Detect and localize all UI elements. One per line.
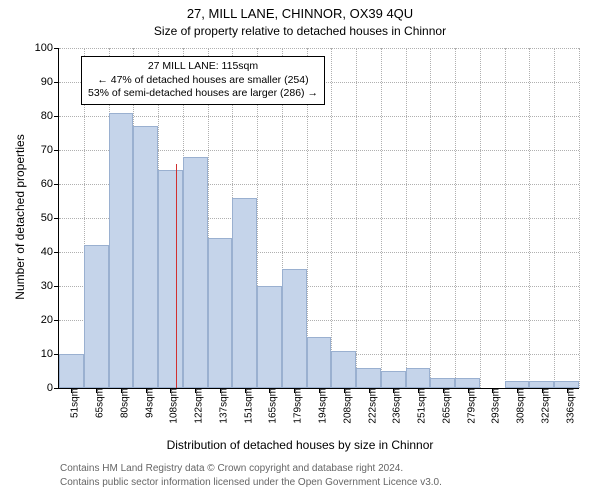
xtick-label: 137sqm — [216, 388, 229, 424]
histogram-bar — [381, 371, 406, 388]
xtick-label: 80sqm — [117, 388, 130, 418]
histogram-bar — [331, 351, 356, 388]
xtick-label: 279sqm — [464, 388, 477, 424]
xtick-label: 265sqm — [439, 388, 452, 424]
gridline-h — [59, 48, 579, 49]
histogram-bar — [257, 286, 282, 388]
chart-title: 27, MILL LANE, CHINNOR, OX39 4QU — [0, 6, 600, 21]
ytick-label: 80 — [41, 110, 59, 122]
histogram-bar — [307, 337, 332, 388]
histogram-bar — [455, 378, 480, 388]
ytick-label: 20 — [41, 314, 59, 326]
ytick-label: 70 — [41, 144, 59, 156]
histogram-bar — [109, 113, 134, 388]
gridline-v — [381, 48, 382, 388]
histogram-bar — [59, 354, 84, 388]
gridline-v — [406, 48, 407, 388]
gridline-v — [480, 48, 481, 388]
xtick-label: 251sqm — [415, 388, 428, 424]
annotation-line: 53% of semi-detached houses are larger (… — [88, 87, 318, 101]
gridline-v — [331, 48, 332, 388]
histogram-bar — [554, 381, 579, 388]
ytick-label: 30 — [41, 280, 59, 292]
ytick-label: 90 — [41, 76, 59, 88]
xtick-label: 94sqm — [142, 388, 155, 418]
histogram-bar — [208, 238, 233, 388]
gridline-v — [430, 48, 431, 388]
ytick-label: 100 — [35, 42, 59, 54]
annotation-box: 27 MILL LANE: 115sqm← 47% of detached ho… — [81, 56, 325, 105]
chart-subtitle: Size of property relative to detached ho… — [0, 24, 600, 38]
xtick-label: 236sqm — [390, 388, 403, 424]
gridline-v — [505, 48, 506, 388]
footer-copyright-2: Contains public sector information licen… — [60, 476, 442, 489]
xtick-label: 293sqm — [489, 388, 502, 424]
histogram-bar — [406, 368, 431, 388]
histogram-bar — [282, 269, 307, 388]
histogram-bar — [232, 198, 257, 388]
ytick-label: 60 — [41, 178, 59, 190]
annotation-line: ← 47% of detached houses are smaller (25… — [88, 74, 318, 88]
histogram-bar — [158, 170, 183, 388]
xtick-label: 108sqm — [167, 388, 180, 424]
ytick-label: 50 — [41, 212, 59, 224]
xtick-label: 151sqm — [241, 388, 254, 424]
xtick-label: 165sqm — [266, 388, 279, 424]
histogram-bar — [430, 378, 455, 388]
gridline-v — [356, 48, 357, 388]
xtick-label: 222sqm — [365, 388, 378, 424]
gridline-v — [455, 48, 456, 388]
ytick-label: 40 — [41, 246, 59, 258]
x-axis-label: Distribution of detached houses by size … — [0, 438, 600, 452]
histogram-bar — [505, 381, 530, 388]
gridline-v — [529, 48, 530, 388]
xtick-label: 208sqm — [340, 388, 353, 424]
histogram-bar — [133, 126, 158, 388]
histogram-bar — [356, 368, 381, 388]
gridline-v — [579, 48, 580, 388]
gridline-h — [59, 116, 579, 117]
xtick-label: 65sqm — [93, 388, 106, 418]
ytick-label: 0 — [47, 382, 59, 394]
histogram-bar — [183, 157, 208, 388]
xtick-label: 51sqm — [68, 388, 81, 418]
ytick-label: 10 — [41, 348, 59, 360]
annotation-line: 27 MILL LANE: 115sqm — [88, 60, 318, 74]
plot-area: 010203040506070809010051sqm65sqm80sqm94s… — [58, 48, 579, 389]
y-axis-label: Number of detached properties — [13, 117, 27, 317]
xtick-label: 336sqm — [563, 388, 576, 424]
histogram-bar — [84, 245, 109, 388]
xtick-label: 194sqm — [316, 388, 329, 424]
gridline-v — [554, 48, 555, 388]
footer-copyright-1: Contains HM Land Registry data © Crown c… — [60, 462, 403, 475]
histogram-bar — [529, 381, 554, 388]
xtick-label: 308sqm — [514, 388, 527, 424]
marker-line — [176, 164, 177, 388]
xtick-label: 179sqm — [291, 388, 304, 424]
xtick-label: 322sqm — [538, 388, 551, 424]
xtick-label: 122sqm — [192, 388, 205, 424]
